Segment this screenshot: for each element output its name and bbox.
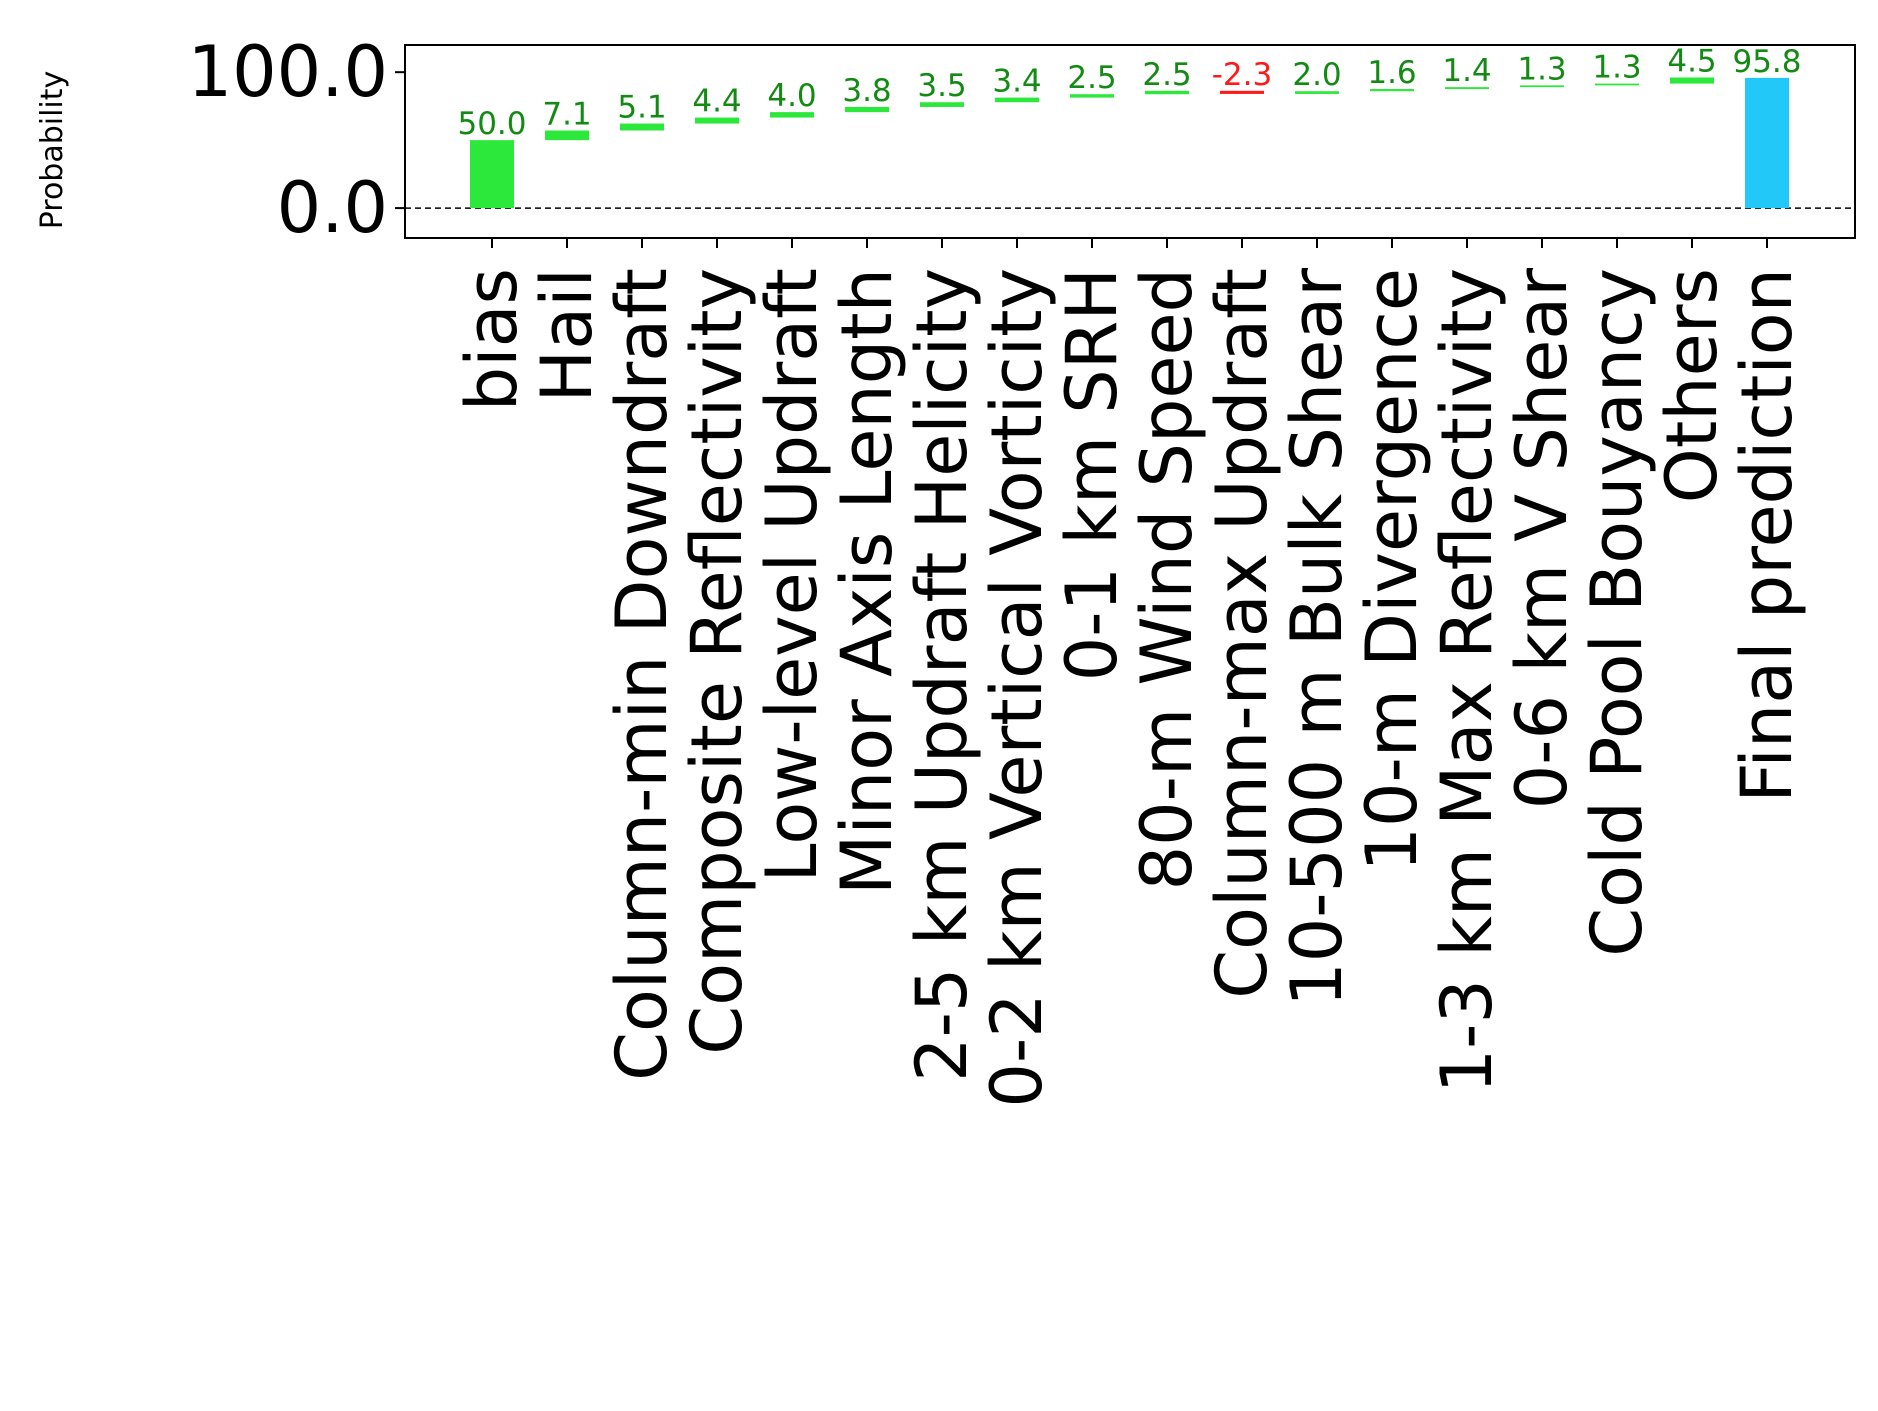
bar bbox=[770, 112, 814, 118]
bar-value-label: 2.5 bbox=[1142, 57, 1191, 93]
x-tick-label: Minor Axis Length bbox=[826, 268, 908, 895]
bar-value-label: 4.0 bbox=[767, 78, 816, 114]
bar-value-label: 95.8 bbox=[1732, 44, 1801, 80]
bar-value-label: 1.6 bbox=[1367, 55, 1416, 91]
bar-value-label: 1.4 bbox=[1442, 53, 1491, 89]
bar bbox=[1370, 89, 1414, 92]
x-tick-label: Others bbox=[1651, 268, 1733, 503]
x-tick-label: Column-max Updraft bbox=[1201, 268, 1283, 999]
bar-value-label: 4.4 bbox=[692, 84, 741, 120]
bar bbox=[1745, 77, 1789, 209]
bar bbox=[1445, 87, 1489, 90]
bar-value-label: 1.3 bbox=[1592, 50, 1641, 86]
x-tick-label: 10-500 m Bulk Shear bbox=[1276, 268, 1358, 1007]
y-axis-ticks: 0.0 100.0 bbox=[188, 31, 405, 249]
x-tick-label: Final prediction bbox=[1726, 268, 1808, 803]
bar bbox=[920, 102, 964, 107]
bars bbox=[470, 77, 1789, 209]
bar-value-label: 3.5 bbox=[917, 68, 966, 104]
bar-value-label: 7.1 bbox=[542, 96, 591, 132]
y-tick-label: 0.0 bbox=[277, 167, 388, 249]
plot-frame bbox=[404, 44, 1856, 239]
bar bbox=[470, 140, 514, 209]
bar bbox=[1145, 90, 1189, 95]
x-tick-label: Composite Reflectivity bbox=[676, 268, 758, 1055]
x-tick-label: 0-2 km Vertical Vorticity bbox=[976, 268, 1058, 1108]
bar bbox=[1670, 77, 1714, 84]
value-labels: 50.0 7.1 5.1 4.4 4.0 3.8 3.5 3.4 2.5 2.5 -2.3 2.0 1.… bbox=[457, 43, 1801, 142]
x-tick-label: 0-6 km V Shear bbox=[1501, 268, 1583, 809]
bar bbox=[845, 106, 889, 113]
bar-value-label: 1.3 bbox=[1517, 51, 1566, 87]
bar-value-label: 2.5 bbox=[1067, 60, 1116, 96]
bar bbox=[1220, 90, 1264, 94]
bar bbox=[1070, 94, 1114, 98]
bar-value-label: 3.8 bbox=[842, 73, 891, 109]
bar bbox=[620, 123, 664, 131]
x-tick-label: Column-min Downdraft bbox=[601, 268, 683, 1081]
bar-value-label: 3.4 bbox=[992, 64, 1041, 100]
y-tick-label: 100.0 bbox=[188, 31, 388, 113]
bar bbox=[995, 97, 1039, 103]
x-tick-label: bias bbox=[451, 268, 533, 411]
x-tick-label: 0-1 km SRH bbox=[1051, 268, 1133, 681]
bar bbox=[1520, 85, 1564, 88]
x-tick-label: Low-level Updraft bbox=[751, 268, 833, 882]
bar-value-label: 50.0 bbox=[457, 106, 526, 142]
bar bbox=[545, 130, 589, 141]
bar-value-label: -2.3 bbox=[1212, 57, 1273, 93]
bar-value-label: 2.0 bbox=[1292, 57, 1341, 93]
x-tick-label: Cold Pool Bouyancy bbox=[1576, 268, 1658, 957]
bar-value-label: 5.1 bbox=[617, 90, 666, 126]
x-tick-label: 2-5 km Updraft Helicity bbox=[901, 268, 983, 1082]
x-tick-label: 10-m Divergence bbox=[1351, 268, 1433, 872]
y-axis-label: Probability bbox=[35, 71, 70, 230]
x-tick-label: Hail bbox=[526, 268, 608, 402]
bar bbox=[695, 117, 739, 124]
bar-value-label: 4.5 bbox=[1667, 43, 1716, 79]
bar bbox=[1295, 91, 1339, 94]
x-tick-label: 80-m Wind Speed bbox=[1126, 268, 1208, 890]
bar bbox=[1595, 83, 1639, 86]
x-tick-label: 1-3 km Max Reflectivity bbox=[1426, 268, 1508, 1093]
